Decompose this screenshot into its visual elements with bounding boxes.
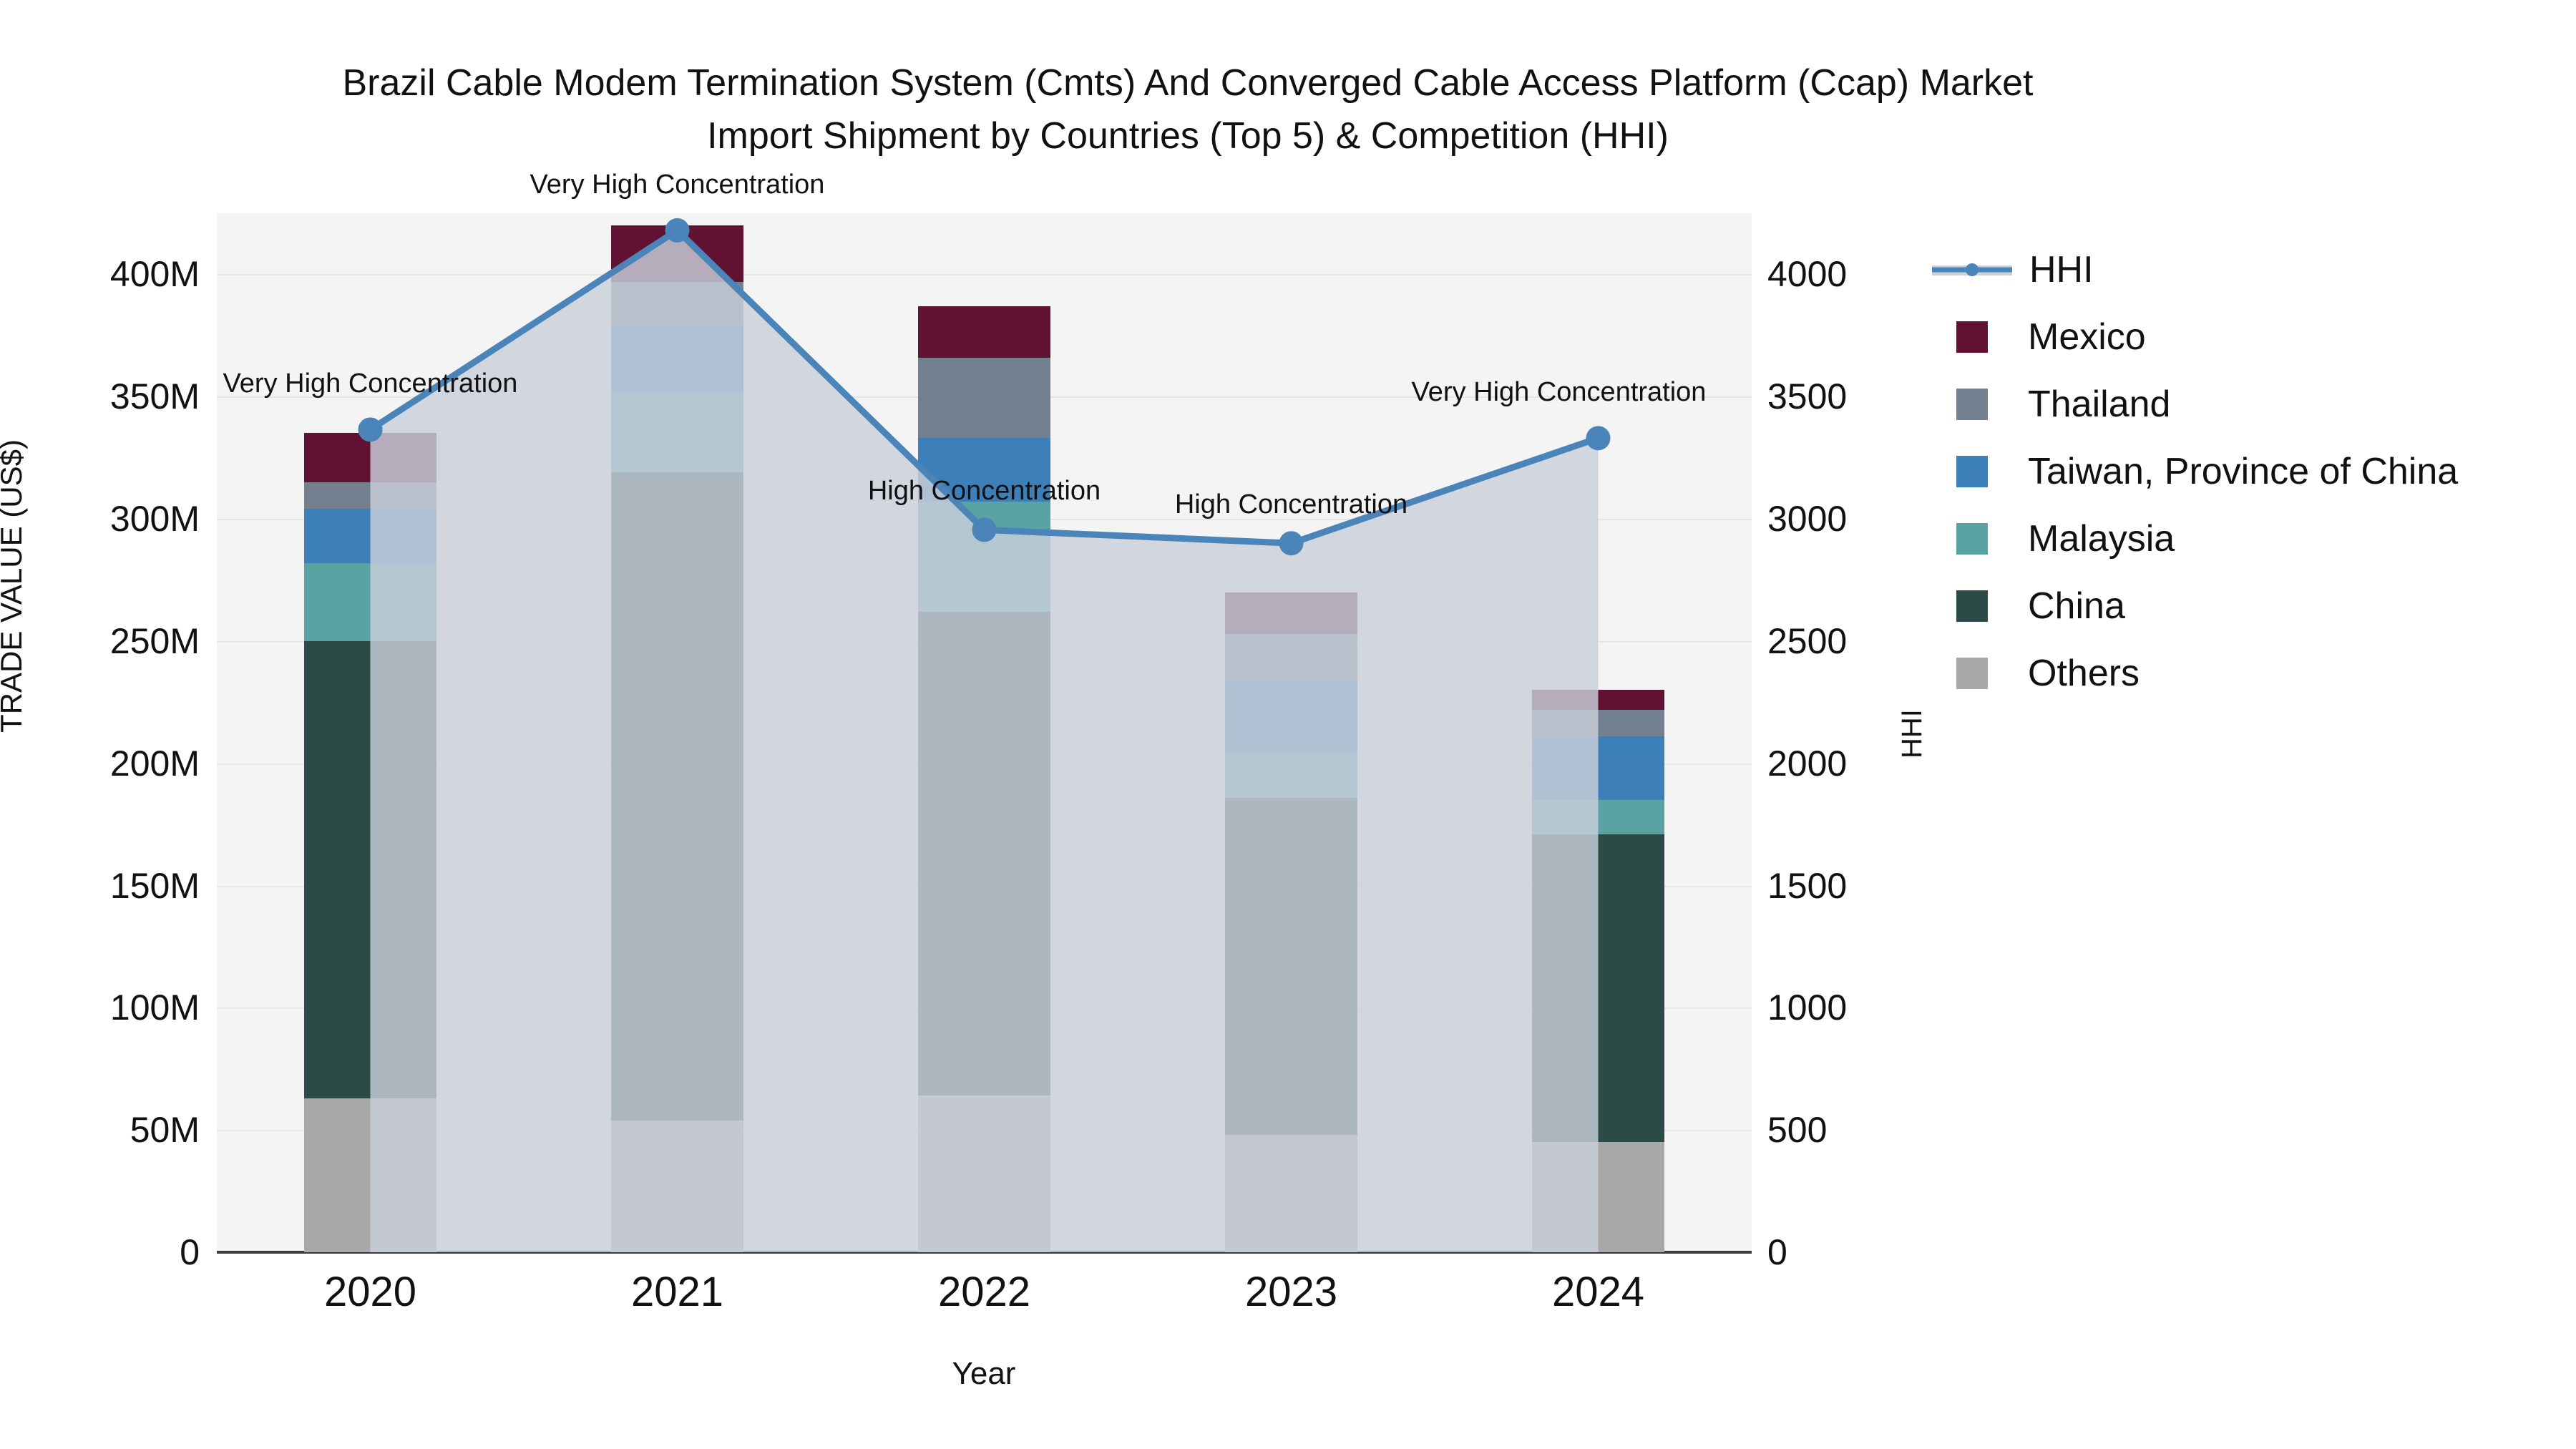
legend-item[interactable]: Thailand: [1932, 371, 2562, 438]
bar-segment[interactable]: [918, 306, 1050, 358]
legend-line-icon: [1932, 254, 2012, 286]
bar-segment[interactable]: [611, 391, 743, 473]
legend-item[interactable]: HHI: [1932, 236, 2562, 303]
legend-label: China: [2028, 585, 2125, 627]
bar-segment[interactable]: [1532, 690, 1664, 710]
legend-color-swatch: [1956, 389, 1988, 420]
concentration-annotation: Very High Concentration: [530, 169, 825, 200]
legend-label: Taiwan, Province of China: [2028, 451, 2459, 492]
y-axis-right-tick-label: 500: [1767, 1110, 1828, 1151]
chart-title: Brazil Cable Modem Termination System (C…: [0, 57, 2376, 163]
legend-label: HHI: [2029, 249, 2094, 291]
y-axis-left-tick-label: 50M: [130, 1110, 200, 1151]
legend-item[interactable]: Malaysia: [1932, 505, 2562, 572]
bar-segment[interactable]: [1532, 799, 1664, 834]
legend-label: Others: [2028, 653, 2140, 694]
y-axis-left-tick-label: 100M: [109, 987, 200, 1028]
bar-segment[interactable]: [304, 1098, 436, 1252]
bar-segment[interactable]: [918, 1096, 1050, 1252]
legend: HHI Mexico Thailand Taiwan, Province of Chi…: [1932, 236, 2562, 707]
x-axis-label: Year: [952, 1356, 1016, 1391]
y-axis-left-tick-label: 250M: [109, 620, 200, 661]
y-axis-right-tick-label: 2000: [1767, 743, 1848, 784]
legend-color-swatch: [1956, 590, 1988, 622]
bar-segment[interactable]: [1532, 736, 1664, 800]
concentration-annotation: Very High Concentration: [1411, 377, 1707, 408]
bar-segment[interactable]: [304, 482, 436, 509]
concentration-annotation: High Concentration: [867, 476, 1101, 507]
legend-color-swatch: [1956, 456, 1988, 487]
gridline: [217, 274, 1752, 276]
x-axis-tick-label: 2024: [1551, 1269, 1645, 1315]
legend-label: Mexico: [2028, 316, 2146, 358]
bar-segment[interactable]: [918, 611, 1050, 1096]
y-axis-left-tick-label: 300M: [109, 499, 200, 540]
bar-segment[interactable]: [1532, 834, 1664, 1143]
y-axis-right-tick-label: 4000: [1767, 254, 1848, 295]
bar-segment[interactable]: [1225, 633, 1357, 680]
y-axis-left-tick-label: 350M: [109, 376, 200, 417]
y-axis-right-label: HHI: [1896, 709, 1928, 758]
y-axis-left-tick-label: 200M: [109, 743, 200, 784]
y-axis-left-label: TRADE VALUE (US$): [0, 439, 28, 733]
bar-segment[interactable]: [304, 509, 436, 563]
y-axis-right-tick-label: 1000: [1767, 987, 1848, 1028]
y-axis-right-tick-label: 3000: [1767, 499, 1848, 540]
bar-segment[interactable]: [611, 225, 743, 282]
legend-item[interactable]: China: [1932, 572, 2562, 640]
legend-color-swatch: [1956, 658, 1988, 689]
bar-segment[interactable]: [611, 472, 743, 1121]
y-axis-right-tick-label: 3500: [1767, 376, 1848, 417]
legend-item[interactable]: Others: [1932, 640, 2562, 707]
legend-color-swatch: [1956, 523, 1988, 555]
chart-title-line-1: Brazil Cable Modem Termination System (C…: [342, 62, 2034, 104]
bar-segment[interactable]: [1225, 592, 1357, 634]
bar-segment[interactable]: [304, 433, 436, 482]
y-axis-right-tick-label: 1500: [1767, 865, 1848, 906]
chart-title-line-2: Import Shipment by Countries (Top 5) & C…: [707, 114, 1669, 157]
bar-segment[interactable]: [611, 281, 743, 326]
legend-label: Malaysia: [2028, 518, 2175, 560]
y-axis-left-tick-label: 150M: [109, 865, 200, 906]
bar-segment[interactable]: [611, 1120, 743, 1252]
bar-segment[interactable]: [918, 502, 1050, 612]
y-axis-right-tick-label: 0: [1767, 1232, 1787, 1272]
bar-segment[interactable]: [1225, 1135, 1357, 1252]
bar-segment[interactable]: [1225, 680, 1357, 754]
x-axis-tick-label: 2020: [323, 1269, 417, 1315]
y-axis-right-tick-label: 2500: [1767, 620, 1848, 661]
bar-segment[interactable]: [611, 326, 743, 392]
x-axis-tick-label: 2021: [630, 1269, 724, 1315]
concentration-annotation: High Concentration: [1174, 489, 1408, 520]
x-axis-tick-label: 2023: [1244, 1269, 1338, 1315]
bar-segment[interactable]: [1225, 753, 1357, 798]
x-axis-line: [217, 1251, 1752, 1254]
bar-segment[interactable]: [1532, 1142, 1664, 1252]
concentration-annotation: Very High Concentration: [223, 369, 518, 399]
bar-segment[interactable]: [918, 357, 1050, 439]
bar-segment[interactable]: [304, 562, 436, 641]
legend-item[interactable]: Mexico: [1932, 303, 2562, 371]
y-axis-left-tick-label: 0: [180, 1232, 200, 1272]
x-axis-tick-label: 2022: [937, 1269, 1031, 1315]
bar-segment[interactable]: [1225, 797, 1357, 1135]
bar-segment[interactable]: [1532, 709, 1664, 737]
legend-item[interactable]: Taiwan, Province of China: [1932, 438, 2562, 505]
bar-segment[interactable]: [304, 640, 436, 1098]
y-axis-left-tick-label: 400M: [109, 254, 200, 295]
legend-color-swatch: [1956, 321, 1988, 353]
legend-label: Thailand: [2028, 384, 2171, 425]
